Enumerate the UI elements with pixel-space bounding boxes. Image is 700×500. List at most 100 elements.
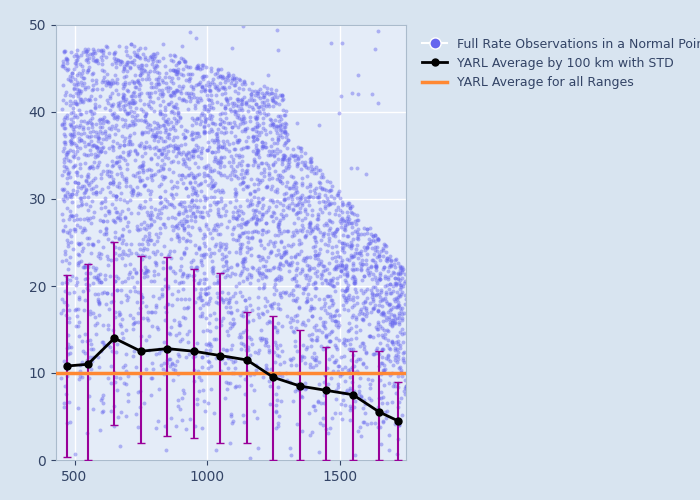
Point (287, 228, 298, 236)
Point (241, 218, 252, 226)
Point (123, 140, 134, 148)
Point (172, 68, 183, 76)
Point (266, 248, 277, 256)
Point (60, 382, 71, 390)
Point (108, 338, 119, 345)
Point (370, 262, 382, 270)
Point (349, 451, 360, 459)
Point (174, 352, 185, 360)
Point (67, 246, 78, 254)
Point (122, 222, 133, 230)
Point (122, 274, 134, 282)
Point (337, 216, 349, 224)
Point (111, 115, 122, 123)
Point (260, 228, 271, 235)
Point (185, 415, 196, 423)
Point (220, 257, 232, 265)
Point (342, 386, 353, 394)
Point (177, 65, 188, 73)
Point (391, 338, 402, 345)
Point (220, 104, 231, 112)
Point (385, 289, 396, 297)
Point (146, 172, 157, 179)
Point (256, 226, 267, 234)
Point (319, 204, 330, 212)
Point (57, 226, 69, 234)
Point (288, 328, 299, 336)
Point (144, 211, 155, 219)
Point (258, 106, 269, 114)
Point (321, 264, 332, 272)
Point (237, 328, 248, 336)
Point (104, 179, 116, 187)
Point (92, 319, 103, 327)
Point (312, 252, 323, 260)
Point (76, 95, 87, 103)
Point (206, 362, 217, 370)
Point (82, 140, 93, 148)
Point (172, 350, 183, 358)
Point (109, 278, 120, 285)
Point (331, 248, 342, 256)
Point (274, 360, 286, 368)
Point (58, 48, 69, 56)
Point (89, 158, 100, 166)
Point (163, 100, 174, 108)
Point (122, 58, 133, 66)
Point (91, 190, 102, 198)
Point (97, 135, 108, 143)
Point (109, 308, 120, 316)
Point (343, 219, 354, 227)
Point (150, 170, 161, 178)
Point (137, 168, 148, 176)
Point (164, 73, 175, 81)
Point (312, 193, 323, 201)
Point (377, 417, 388, 425)
Point (316, 270, 327, 278)
Point (160, 69, 172, 77)
Point (118, 104, 130, 112)
Point (69, 162, 80, 170)
Point (101, 225, 112, 233)
Point (349, 368, 360, 376)
Point (85, 116, 96, 124)
Point (226, 322, 237, 330)
Point (374, 275, 386, 283)
Point (64, 192, 76, 200)
Point (123, 150, 134, 158)
Point (76, 239, 87, 247)
Point (394, 320, 405, 328)
Point (132, 62, 144, 70)
Point (153, 294, 164, 302)
Point (267, 238, 279, 246)
Point (246, 126, 258, 134)
Point (139, 268, 150, 276)
Point (195, 96, 206, 104)
Point (148, 50, 159, 58)
Point (300, 286, 311, 294)
Point (204, 86, 216, 94)
Point (215, 79, 226, 87)
Point (94, 254, 106, 262)
Point (352, 90, 363, 98)
Point (376, 345, 387, 353)
Point (346, 345, 357, 353)
Point (321, 280, 332, 287)
Point (312, 224, 323, 232)
Point (282, 241, 293, 249)
Point (94, 158, 105, 166)
Point (239, 118, 251, 126)
Point (200, 220, 211, 228)
Point (134, 90, 145, 98)
Point (287, 296, 298, 304)
Point (64, 207, 75, 215)
Point (92, 252, 103, 260)
Point (162, 252, 174, 260)
Point (190, 298, 201, 306)
Point (335, 206, 346, 214)
Point (114, 374, 125, 382)
Point (127, 89, 139, 97)
Point (383, 263, 394, 271)
Point (255, 94, 266, 102)
Point (251, 220, 262, 228)
